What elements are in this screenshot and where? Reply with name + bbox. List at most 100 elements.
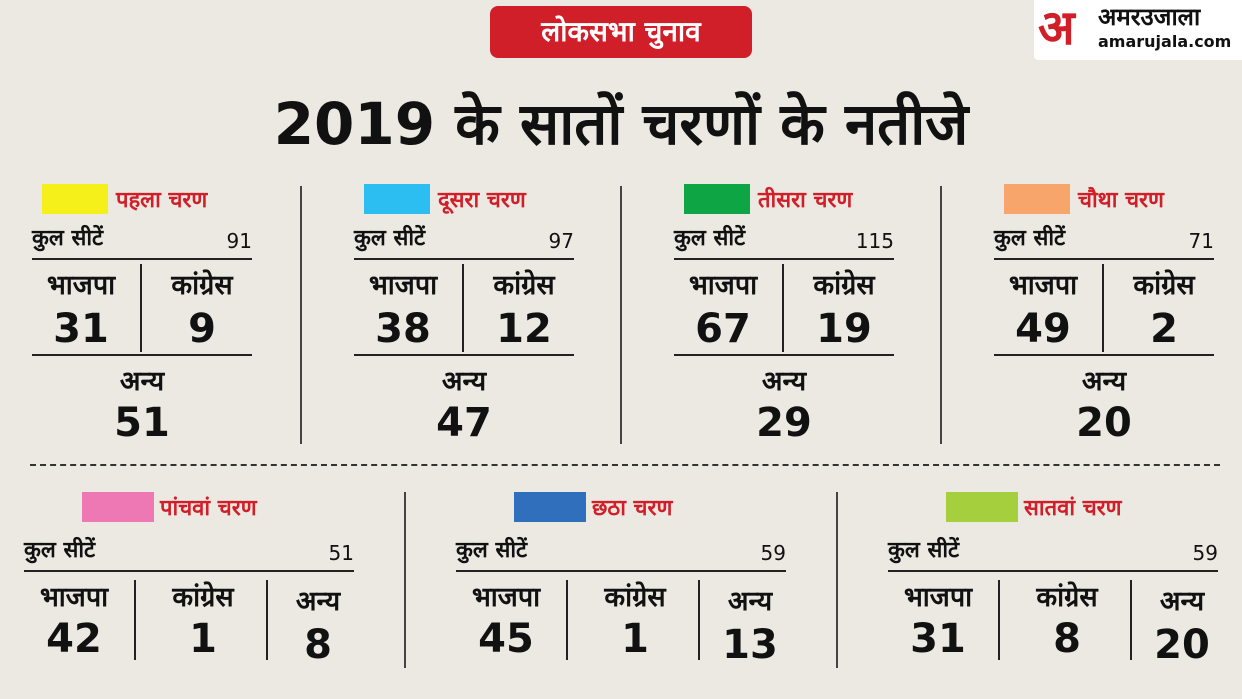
congress-seats: 12 [496, 306, 552, 352]
congress-label: कांग्रेस [171, 270, 233, 301]
total-seats-label: कुल सीटें [24, 538, 96, 563]
others-label: अन्य [1081, 366, 1127, 397]
phase-name: दूसरा चरण [438, 188, 526, 213]
divider [994, 354, 1214, 356]
others-label: अन्य [727, 586, 773, 617]
divider [32, 258, 252, 260]
total-seats-label: कुल सीटें [354, 226, 426, 251]
congress-label: कांग्रेस [813, 270, 875, 301]
congress-seats: 9 [188, 306, 216, 352]
others-seats: 20 [1076, 400, 1132, 446]
total-seats-value: 97 [548, 229, 574, 253]
others-seats: 47 [436, 400, 492, 446]
total-seats-label: कुल सीटें [994, 226, 1066, 251]
row-divider [30, 464, 1220, 466]
bjp-label: भाजपा [46, 270, 116, 301]
bjp-label: भाजपा [1008, 270, 1078, 301]
divider [566, 580, 568, 660]
total-seats-label: कुल सीटें [888, 538, 960, 563]
others-label: अन्य [441, 366, 487, 397]
others-seats: 51 [114, 400, 170, 446]
phase-name: सातवां चरण [1024, 496, 1122, 521]
phase-color-swatch [684, 184, 750, 214]
divider [462, 264, 464, 352]
phase-card-5: पांचवां चरण कुल सीटें 51 भाजपा कांग्रेस … [20, 488, 360, 668]
section-tag: लोकसभा चुनाव [490, 6, 752, 58]
phase-name: पहला चरण [116, 188, 208, 213]
divider [698, 580, 700, 660]
congress-label: कांग्रेस [604, 582, 666, 613]
phase-card-4: चौथा चरण कुल सीटें 71 भाजपा कांग्रेस 49 … [984, 180, 1224, 450]
divider [140, 264, 142, 352]
others-label: अन्य [119, 366, 165, 397]
phase-card-6: छठा चरण कुल सीटें 59 भाजपा कांग्रेस अन्य… [452, 488, 792, 668]
logo-url: amarujala.com [1098, 32, 1232, 51]
bjp-seats: 31 [910, 616, 966, 662]
phase-card-3: तीसरा चरण कुल सीटें 115 भाजपा कांग्रेस 6… [664, 180, 904, 450]
divider [456, 570, 786, 572]
bjp-label: भाजपा [688, 270, 758, 301]
bjp-seats: 38 [375, 306, 431, 352]
total-seats-label: कुल सीटें [674, 226, 746, 251]
total-seats-value: 59 [760, 541, 786, 565]
column-divider [940, 186, 942, 444]
congress-seats: 8 [1053, 616, 1081, 662]
divider [134, 580, 136, 660]
congress-label: कांग्रेस [1036, 582, 1098, 613]
others-label: अन्य [1159, 586, 1205, 617]
divider [32, 354, 252, 356]
column-divider [836, 492, 838, 668]
total-seats-value: 71 [1188, 229, 1214, 253]
column-divider [620, 186, 622, 444]
divider [994, 258, 1214, 260]
total-seats-value: 51 [328, 541, 354, 565]
phase-color-swatch [82, 492, 154, 522]
phase-color-swatch [946, 492, 1018, 522]
divider [354, 354, 574, 356]
total-seats-value: 91 [226, 229, 252, 253]
bjp-label: भाजपा [368, 270, 438, 301]
divider [24, 570, 354, 572]
phase-color-swatch [42, 184, 108, 214]
bjp-seats: 67 [695, 306, 751, 352]
phase-color-swatch [1004, 184, 1070, 214]
phase-name: तीसरा चरण [758, 188, 853, 213]
bjp-label: भाजपा [903, 582, 973, 613]
divider [354, 258, 574, 260]
bjp-seats: 42 [46, 616, 102, 662]
divider [1102, 264, 1104, 352]
bjp-label: भाजपा [471, 582, 541, 613]
congress-seats: 19 [816, 306, 872, 352]
divider [998, 580, 1000, 660]
divider [674, 354, 894, 356]
bjp-seats: 31 [53, 306, 109, 352]
others-label: अन्य [761, 366, 807, 397]
brand-logo[interactable]: अ अमरउजाला amarujala.com [1034, 0, 1242, 60]
others-seats: 13 [722, 622, 778, 668]
column-divider [300, 186, 302, 444]
divider [1130, 580, 1132, 660]
bjp-seats: 45 [478, 616, 534, 662]
others-seats: 8 [304, 622, 332, 668]
column-divider [404, 492, 406, 668]
phase-card-7: सातवां चरण कुल सीटें 59 भाजपा कांग्रेस अ… [884, 488, 1224, 668]
congress-seats: 1 [189, 616, 217, 662]
divider [782, 264, 784, 352]
total-seats-value: 115 [855, 229, 894, 253]
total-seats-label: कुल सीटें [32, 226, 104, 251]
phase-card-2: दूसरा चरण कुल सीटें 97 भाजपा कांग्रेस 38… [344, 180, 584, 450]
logo-mark-icon: अ [1038, 0, 1075, 56]
divider [888, 570, 1218, 572]
others-seats: 20 [1154, 622, 1210, 668]
phase-name: छठा चरण [592, 496, 673, 521]
page-title: 2019 के सातों चरणों के नतीजे [273, 90, 969, 158]
congress-label: कांग्रेस [1133, 270, 1195, 301]
phase-name: चौथा चरण [1078, 188, 1164, 213]
phase-name: पांचवां चरण [160, 496, 257, 521]
bjp-seats: 49 [1015, 306, 1071, 352]
bjp-label: भाजपा [39, 582, 109, 613]
phase-color-swatch [514, 492, 586, 522]
divider [674, 258, 894, 260]
phase-card-1: पहला चरण कुल सीटें 91 भाजपा कांग्रेस 31 … [22, 180, 262, 450]
congress-label: कांग्रेस [172, 582, 234, 613]
